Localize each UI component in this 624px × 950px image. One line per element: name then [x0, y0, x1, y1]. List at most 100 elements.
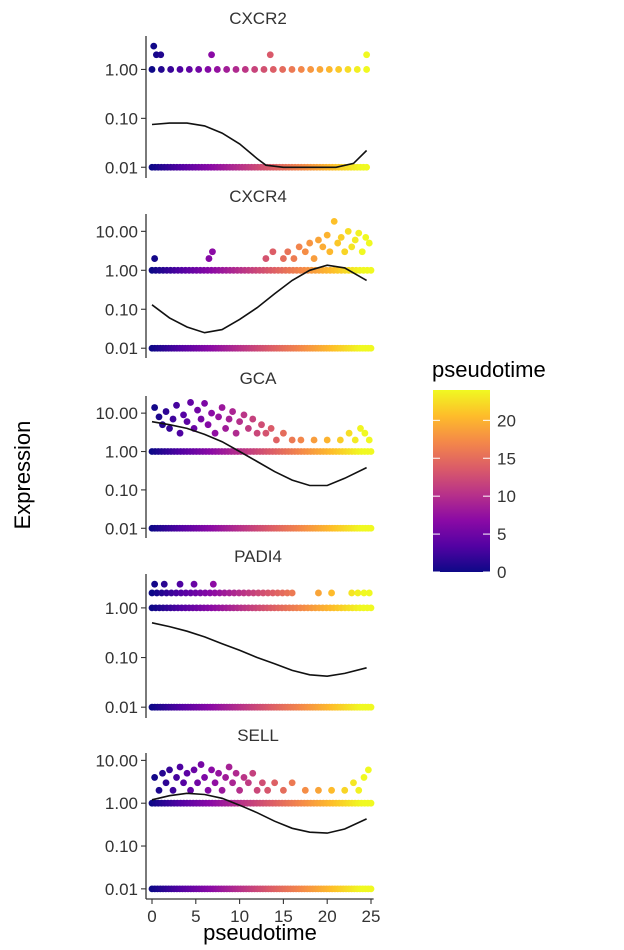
trend-line	[151, 622, 367, 678]
data-point	[355, 786, 363, 794]
data-point	[166, 425, 173, 432]
data-point	[279, 589, 286, 597]
data-point	[307, 66, 315, 73]
data-point	[162, 408, 170, 415]
data-point	[151, 404, 159, 411]
data-point	[183, 769, 191, 777]
y-tick-label: 1.00	[105, 261, 138, 280]
data-point	[225, 415, 233, 423]
data-point	[195, 66, 203, 73]
data-point	[194, 406, 201, 414]
data-point	[169, 415, 177, 423]
data-point	[258, 421, 265, 429]
data-point	[280, 429, 287, 437]
data-point	[236, 418, 244, 426]
data-point	[225, 589, 233, 597]
data-point	[157, 66, 165, 73]
data-point	[363, 51, 371, 59]
data-point	[244, 779, 252, 787]
legend-tick-label: 10	[497, 487, 516, 506]
data-point	[208, 766, 215, 774]
data-point	[213, 66, 221, 73]
data-point	[334, 239, 342, 247]
data-point	[176, 429, 184, 437]
legend-colorbar	[433, 390, 490, 572]
data-point	[315, 589, 322, 597]
data-point	[204, 421, 212, 429]
data-point	[244, 425, 252, 432]
data-point	[348, 589, 356, 597]
x-tick-label: 10	[230, 907, 249, 926]
data-point	[341, 786, 349, 794]
y-tick-label: 1.00	[105, 599, 138, 618]
facet-title: PADI4	[234, 547, 282, 566]
data-point	[209, 248, 216, 256]
facet-title: CXCR4	[229, 187, 287, 206]
facet-title: SELL	[237, 726, 279, 745]
data-point	[315, 786, 322, 794]
data-point	[365, 589, 373, 597]
facet-cxcr4: CXCR4 0.01 0.10 1.00 10.00	[95, 187, 375, 358]
data-point	[151, 774, 159, 781]
data-point	[162, 779, 170, 787]
y-axis-title: Expression	[10, 421, 35, 530]
data-point	[266, 51, 274, 59]
data-point	[254, 589, 262, 597]
data-point	[301, 248, 309, 256]
data-point	[258, 779, 266, 787]
data-point	[351, 236, 359, 244]
y-tick-label: 0.01	[105, 698, 138, 717]
data-point	[196, 589, 204, 597]
data-point	[336, 436, 344, 444]
y-tick-label: 1.00	[105, 60, 138, 79]
data-point	[271, 779, 279, 787]
y-tick-label: 1.00	[105, 794, 138, 813]
data-point	[295, 243, 303, 251]
data-point	[323, 436, 331, 444]
data-point	[190, 580, 198, 588]
data-point	[288, 779, 296, 787]
data-point	[283, 589, 291, 597]
y-tick-label: 0.10	[105, 481, 138, 500]
y-tick-label: 10.00	[95, 222, 138, 241]
data-point	[288, 436, 296, 444]
data-point	[264, 589, 272, 597]
legend-tick-label: 5	[497, 525, 506, 544]
y-tick-label: 0.01	[105, 158, 138, 177]
data-point	[225, 763, 233, 771]
data-point	[176, 580, 184, 588]
data-point	[211, 779, 219, 787]
data-point	[353, 66, 361, 73]
data-point	[288, 66, 296, 73]
data-point	[345, 429, 353, 437]
trend-line	[151, 420, 367, 487]
data-point	[306, 239, 314, 247]
data-point	[236, 786, 244, 794]
data-point	[363, 163, 371, 171]
data-point	[262, 429, 270, 437]
data-point	[260, 66, 268, 73]
data-point	[267, 425, 275, 432]
x-tick-label: 0	[147, 907, 156, 926]
data-point	[272, 436, 280, 444]
data-point	[216, 589, 224, 597]
data-point	[176, 66, 184, 73]
data-point	[357, 425, 364, 432]
data-point	[151, 255, 159, 262]
data-point	[367, 703, 375, 711]
data-point	[280, 786, 287, 794]
data-point	[173, 774, 180, 781]
data-point	[262, 255, 270, 262]
data-point	[211, 429, 219, 437]
pseudotime-legend: pseudotime 0 5 10 15 20	[432, 357, 546, 582]
y-tick-label: 0.01	[105, 339, 138, 358]
data-point	[337, 233, 345, 241]
data-point	[169, 786, 177, 794]
data-point	[367, 448, 375, 455]
data-point	[367, 344, 375, 352]
data-point	[173, 401, 180, 409]
data-point	[157, 51, 165, 59]
data-point	[240, 774, 248, 781]
data-point	[344, 227, 352, 235]
data-point	[229, 408, 236, 415]
